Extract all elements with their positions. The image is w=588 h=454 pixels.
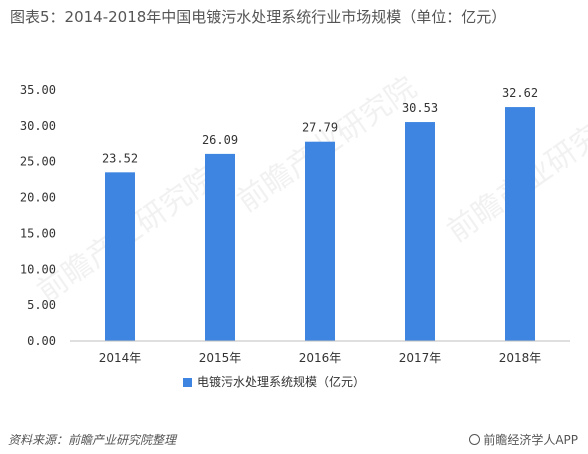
target-icon bbox=[469, 434, 481, 445]
y-tick-label-4: 20.00 bbox=[20, 191, 56, 205]
data-label-0: 23.52 bbox=[102, 151, 138, 165]
bar-0 bbox=[105, 172, 135, 341]
x-tick-label-0: 2014年 bbox=[99, 351, 142, 365]
bar-1 bbox=[205, 153, 235, 341]
y-tick-label-7: 35.00 bbox=[20, 83, 56, 97]
source-note: 资料来源：前瞻产业研究院整理 bbox=[8, 433, 177, 447]
x-axis: 2014年 2015年 2016年 2017年 2018年 bbox=[70, 340, 570, 365]
legend: 电镀污水处理系统规模（亿元） bbox=[183, 374, 365, 389]
y-tick-label-2: 10.00 bbox=[20, 262, 56, 276]
x-tick-label-4: 2018年 bbox=[499, 351, 542, 365]
x-tick-label-3: 2017年 bbox=[399, 351, 442, 365]
brand-credit: 前瞻经济学人APP bbox=[469, 431, 578, 448]
chart-title: 图表5：2014-2018年中国电镀污水处理系统行业市场规模（单位：亿元） bbox=[10, 8, 507, 26]
y-tick-label-0: 0.00 bbox=[27, 334, 56, 348]
bar-4 bbox=[505, 107, 535, 342]
y-tick-label-6: 30.00 bbox=[20, 119, 56, 133]
brand-label: 前瞻经济学人APP bbox=[483, 433, 578, 447]
data-label-4: 32.62 bbox=[502, 86, 538, 100]
bar-3 bbox=[405, 122, 435, 342]
y-tick-label-5: 25.00 bbox=[20, 155, 56, 169]
data-label-2: 27.79 bbox=[302, 121, 338, 135]
x-tick-label-2: 2016年 bbox=[299, 351, 342, 365]
data-label-1: 26.09 bbox=[202, 133, 238, 147]
x-tick-label-1: 2015年 bbox=[199, 351, 242, 365]
bar-2 bbox=[305, 141, 335, 341]
y-tick-label-1: 5.00 bbox=[27, 298, 56, 312]
y-axis: 0.00 5.00 10.00 15.00 20.00 25.00 30.00 35.00 bbox=[20, 83, 56, 348]
bars: 23.52 26.09 27.79 30.53 32.62 bbox=[102, 86, 538, 342]
legend-swatch bbox=[183, 378, 192, 387]
y-tick-label-3: 15.00 bbox=[20, 226, 56, 240]
legend-label: 电镀污水处理系统规模（亿元） bbox=[197, 374, 365, 389]
data-label-3: 30.53 bbox=[402, 101, 438, 115]
